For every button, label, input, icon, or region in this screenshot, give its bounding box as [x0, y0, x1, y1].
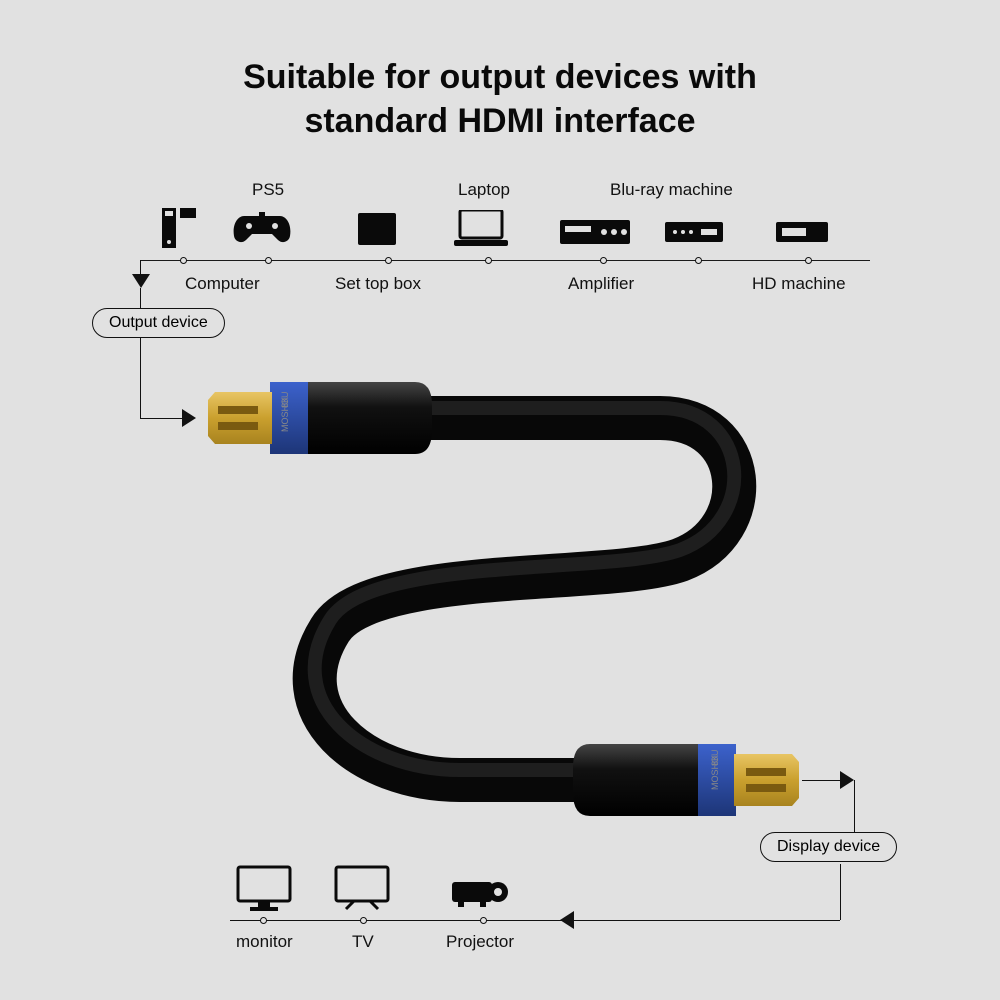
title-line-1: Suitable for output devices with [243, 58, 757, 96]
settopbox-icon [358, 213, 396, 245]
monitor-icon [236, 865, 292, 911]
amplifier-icon [560, 220, 630, 244]
flow-line [802, 780, 842, 781]
dot [695, 257, 702, 264]
arrow-right-icon [840, 771, 854, 789]
bottom-device-line [230, 920, 840, 921]
computer-icon [162, 208, 196, 248]
output-pill-label: Output device [109, 314, 208, 331]
label-projector: Projector [446, 932, 514, 952]
projector-icon [452, 876, 508, 908]
label-monitor: monitor [236, 932, 293, 952]
arrow-left-icon [560, 911, 574, 929]
label-computer: Computer [185, 274, 260, 294]
svg-text:8K: 8K [280, 397, 290, 408]
tv-icon [334, 865, 390, 911]
dot [600, 257, 607, 264]
display-device-pill: Display device [760, 832, 897, 862]
dot [180, 257, 187, 264]
dot [485, 257, 492, 264]
dot [385, 257, 392, 264]
svg-text:8K: 8K [710, 755, 720, 766]
dot [480, 917, 487, 924]
arrow-down-icon [132, 274, 150, 288]
flow-line [140, 338, 141, 418]
label-amplifier: Amplifier [568, 274, 634, 294]
label-settop: Set top box [335, 274, 421, 294]
flow-line [854, 780, 855, 838]
top-dot-row [140, 255, 870, 267]
top-device-row: PS5 Laptop Blu-ray machine [140, 180, 900, 186]
label-bluray: Blu-ray machine [610, 180, 733, 200]
hdmachine-icon [776, 222, 828, 242]
gamepad-icon [232, 212, 292, 246]
dot [805, 257, 812, 264]
label-tv: TV [352, 932, 374, 952]
bluray-icon [665, 222, 723, 242]
laptop-icon [454, 210, 508, 246]
hdmi-cable-graphic: MOSHOU 8K MOSHOU 8K [160, 360, 840, 840]
dot [360, 917, 367, 924]
display-pill-label: Display device [777, 838, 880, 855]
dot [265, 257, 272, 264]
label-laptop: Laptop [458, 180, 510, 200]
hdmi-connector-top: MOSHOU 8K [208, 382, 432, 454]
dot [260, 917, 267, 924]
label-ps5: PS5 [252, 180, 284, 200]
flow-line [840, 864, 841, 920]
hdmi-connector-bottom: MOSHOU 8K [573, 744, 799, 816]
page-title: Suitable for output devices with standar… [0, 55, 1000, 143]
title-line-2: standard HDMI interface [304, 102, 695, 140]
output-device-pill: Output device [92, 308, 225, 338]
label-hd: HD machine [752, 274, 846, 294]
